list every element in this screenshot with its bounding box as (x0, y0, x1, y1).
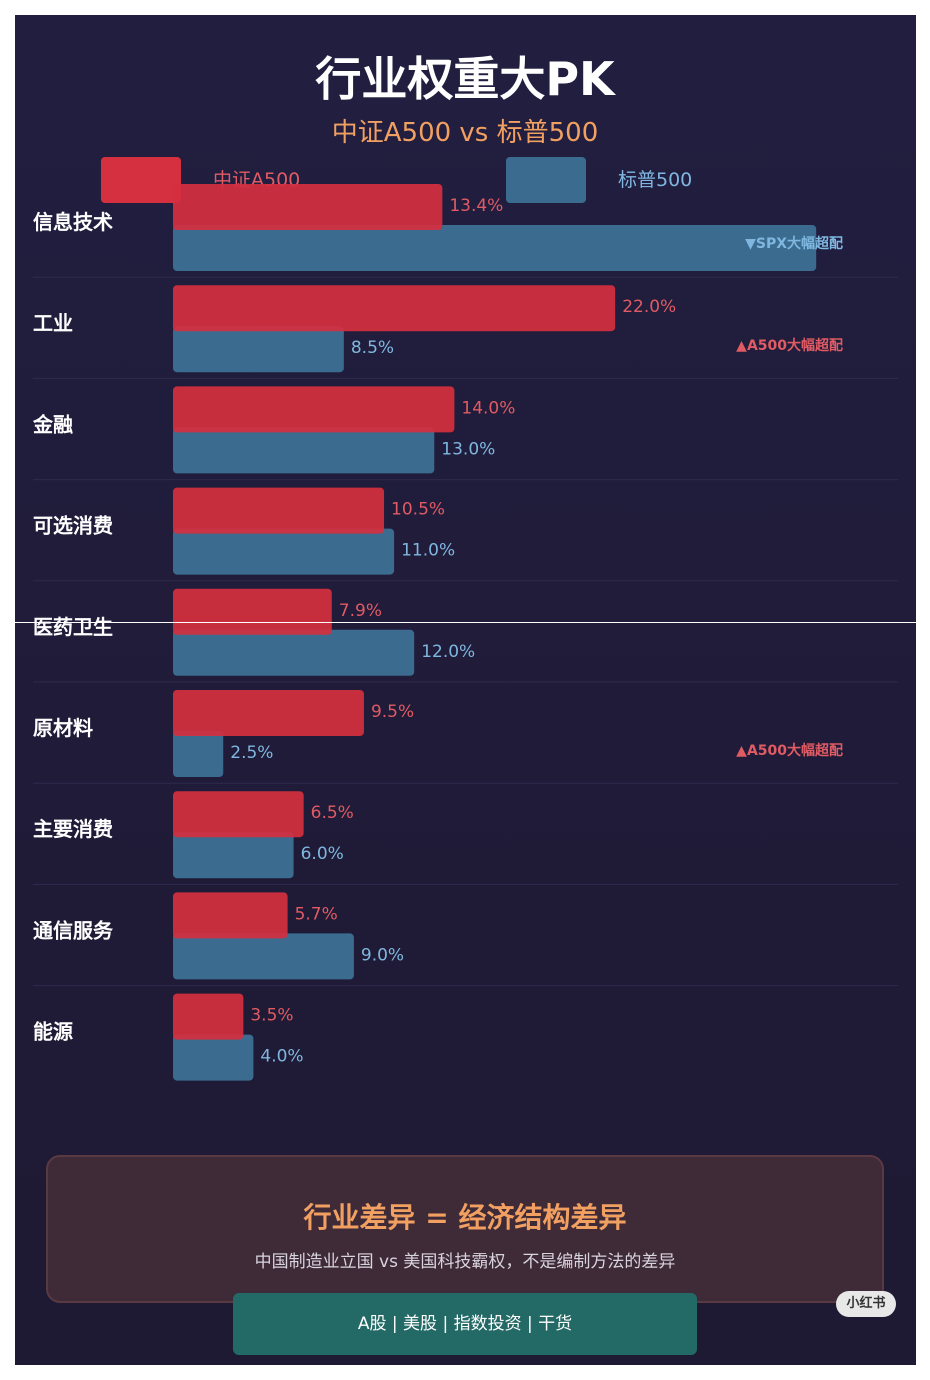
tag-bar: A股 | 美股 | 指数投资 | 干货 (233, 1293, 697, 1355)
summary-text: 中国制造业立国 vs 美国科技霸权，不是编制方法的差异 (254, 1252, 676, 1272)
value-label-a500: 14.0% (461, 398, 515, 418)
bar-spx (173, 731, 224, 777)
summary-title: 行业差异 = 经济结构差异 (303, 1201, 627, 1234)
bar-spx (173, 326, 344, 373)
bar-a500 (173, 285, 616, 332)
bar-spx (173, 225, 817, 271)
category-label: 能源 (33, 1020, 73, 1044)
bar-a500 (173, 791, 304, 838)
bar-a500 (173, 993, 244, 1040)
category-label: 金融 (32, 412, 73, 436)
value-label-spx: 2.5% (230, 743, 273, 763)
bar-a500 (173, 588, 332, 635)
value-label-a500: 10.5% (391, 500, 445, 520)
value-label-spx: 9.0% (361, 945, 404, 965)
annotation-spx: ▼SPX大幅超配 (745, 235, 843, 252)
platform-badge: 小红书 (836, 1291, 896, 1317)
category-label: 通信服务 (33, 918, 114, 942)
category-label: 信息技术 (33, 210, 113, 234)
page-title: 行业权重大PK (315, 52, 615, 106)
value-label-a500: 9.5% (371, 702, 414, 722)
legend-label-spx: 标普500 (618, 169, 693, 191)
category-label: 可选消费 (33, 514, 113, 538)
value-label-spx: 12.0% (421, 642, 475, 662)
annotation-a500: ▲A500大幅超配 (736, 337, 843, 354)
annotation-a500: ▲A500大幅超配 (736, 742, 843, 759)
legend-swatch-a500 (101, 157, 181, 203)
bar-spx (173, 427, 435, 474)
page-subtitle: 中证A500 vs 标普500 (331, 118, 599, 148)
value-label-spx: 11.0% (401, 541, 455, 561)
bar-a500 (173, 487, 385, 534)
value-label-a500: 5.7% (295, 904, 338, 924)
value-label-spx: 13.0% (441, 439, 495, 459)
value-label-a500: 6.5% (311, 803, 354, 823)
bar-spx (173, 933, 354, 980)
summary-box (46, 1155, 884, 1303)
category-label: 医药卫生 (33, 615, 113, 639)
value-label-spx: 6.0% (301, 844, 344, 864)
value-label-spx: 4.0% (260, 1047, 303, 1067)
value-label-a500: 7.9% (339, 601, 382, 621)
value-label-spx: 8.5% (351, 338, 394, 358)
category-label: 主要消费 (33, 817, 113, 841)
category-label: 原材料 (33, 716, 93, 740)
legend-swatch-spx (506, 157, 586, 203)
value-label-a500: 22.0% (622, 297, 676, 317)
bar-spx (173, 629, 415, 676)
category-label: 工业 (33, 311, 73, 335)
value-label-a500: 3.5% (250, 1006, 293, 1026)
bar-spx (173, 1034, 254, 1081)
bar-a500 (173, 184, 443, 230)
bar-spx (173, 832, 294, 879)
bar-a500 (173, 892, 288, 939)
value-label-a500: 13.4% (449, 196, 503, 216)
bar-a500 (173, 386, 455, 433)
bar-a500 (173, 690, 364, 736)
bar-spx (173, 528, 395, 575)
divider-line (15, 622, 916, 623)
